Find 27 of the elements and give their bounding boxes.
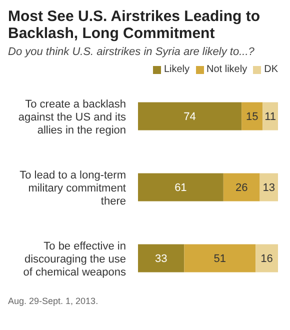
- chart-title: Most See U.S. Airstrikes Leading to Backlash, Long Commitment: [8, 8, 262, 42]
- bar: [138, 102, 242, 130]
- bar: [223, 173, 260, 202]
- legend-label: Likely: [162, 64, 190, 75]
- bar: [138, 173, 224, 202]
- y-tick-label: To be effective in discouraging the use of chemical weapons: [23, 240, 126, 278]
- bar: [184, 244, 256, 272]
- legend-label: Not likely: [206, 64, 248, 75]
- data-label: 16: [260, 253, 273, 266]
- bar: [262, 102, 278, 130]
- data-label: 15: [246, 111, 258, 124]
- bar: [260, 173, 278, 202]
- data-label: 13: [262, 182, 276, 194]
- bar: [256, 244, 278, 272]
- bar: [242, 102, 263, 130]
- data-label: 74: [184, 111, 196, 124]
- data-label: 61: [174, 182, 187, 194]
- y-tick-label: To lead to a long-term military commitment there: [20, 170, 126, 208]
- data-label: 51: [214, 253, 226, 266]
- bar: [138, 244, 184, 272]
- text: Aug. 29-Sept. 1, 2013.: [8, 296, 100, 306]
- data-label: 33: [154, 253, 168, 266]
- chart-subtitle: Do you think U.S. airstrikes in Syria are likely to...?: [8, 46, 256, 58]
- data-label: 11: [264, 111, 276, 124]
- legend-label: DK: [263, 64, 278, 75]
- y-tick-label: To create a backlash against the US and its allies in the region: [18, 98, 126, 136]
- data-label: 26: [235, 182, 248, 194]
